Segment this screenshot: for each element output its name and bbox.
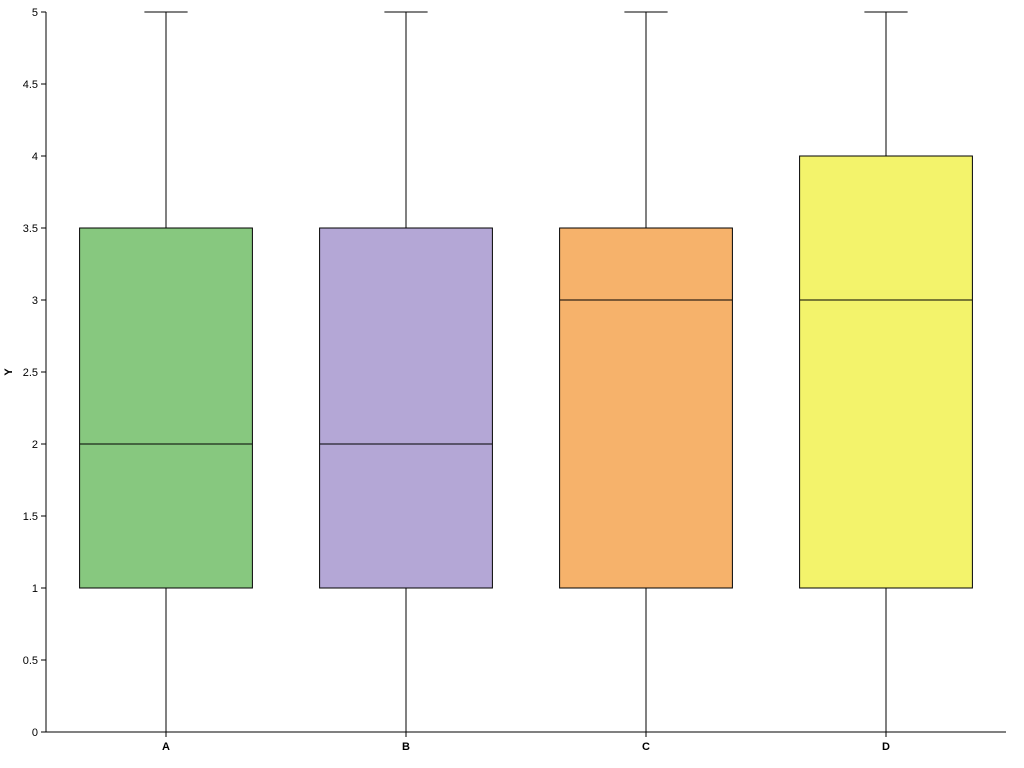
y-tick-label: 3	[32, 295, 38, 307]
x-tick-label: A	[162, 741, 170, 753]
y-tick-label: 0.5	[23, 655, 38, 667]
x-tick-label: C	[642, 741, 650, 753]
y-tick-label: 5	[32, 7, 38, 19]
box	[320, 228, 493, 588]
y-tick-label: 4	[32, 151, 38, 163]
y-tick-label: 2.5	[23, 367, 38, 379]
box	[80, 228, 253, 588]
box	[800, 156, 973, 588]
y-tick-label: 1.5	[23, 511, 38, 523]
y-tick-label: 1	[32, 583, 38, 595]
x-tick-label: D	[882, 741, 890, 753]
y-tick-label: 0	[32, 727, 38, 739]
box	[560, 228, 733, 588]
y-axis-label: Y	[3, 368, 15, 376]
x-tick-label: B	[402, 741, 410, 753]
boxplot-svg: 0 0.5 1 1.5 2 2.5 3 3.5 4 4.5 5 Y A B C D	[0, 0, 1024, 768]
y-tick-label: 4.5	[23, 79, 38, 91]
y-tick-label: 3.5	[23, 223, 38, 235]
boxplot-chart: 0 0.5 1 1.5 2 2.5 3 3.5 4 4.5 5 Y A B C D	[0, 0, 1024, 768]
y-tick-label: 2	[32, 439, 38, 451]
